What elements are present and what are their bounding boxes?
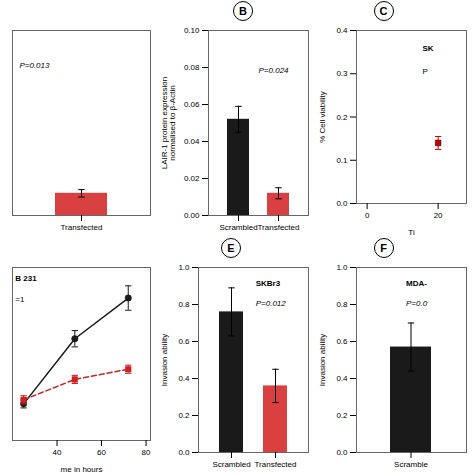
svg-text:80: 80 (142, 448, 151, 457)
svg-text:0.2: 0.2 (336, 113, 348, 122)
svg-text:0.4: 0.4 (178, 374, 190, 383)
svg-text:0.8: 0.8 (178, 300, 190, 309)
svg-text:P: P (423, 67, 428, 76)
svg-text:60: 60 (97, 448, 106, 457)
svg-text:Transfected: Transfected (61, 223, 103, 232)
svg-text:me in hours: me in hours (61, 465, 103, 474)
svg-text:Scrambled: Scrambled (212, 460, 250, 469)
svg-text:0.4: 0.4 (336, 26, 348, 35)
svg-text:0.08: 0.08 (184, 63, 200, 72)
svg-text:0.04: 0.04 (184, 137, 200, 146)
html-text:C: C (379, 5, 388, 17)
svg-text:SK: SK (423, 44, 434, 53)
svg-text:0.02: 0.02 (184, 174, 200, 183)
svg-text:P=0.0: P=0.0 (406, 299, 428, 308)
svg-text:20: 20 (434, 211, 443, 220)
svg-text:0.0: 0.0 (178, 448, 190, 457)
svg-text:0.4: 0.4 (336, 374, 348, 383)
svg-text:P=0.024: P=0.024 (259, 66, 290, 75)
svg-text:0.8: 0.8 (336, 300, 348, 309)
svg-text:0.1: 0.1 (336, 156, 348, 165)
svg-text:SKBr3: SKBr3 (256, 279, 281, 288)
svg-text:MDA-: MDA- (406, 279, 427, 288)
svg-text:0.10: 0.10 (184, 26, 200, 35)
svg-text:P=0.012: P=0.012 (256, 299, 287, 308)
svg-text:0.6: 0.6 (336, 337, 348, 346)
html-text:F: F (380, 242, 387, 254)
html-text:B: B (239, 5, 247, 17)
svg-text:1.0: 1.0 (178, 263, 190, 272)
svg-text:P=0.013: P=0.013 (19, 61, 50, 70)
svg-text:% Cell viability: % Cell viability (318, 91, 327, 143)
svg-text:0: 0 (365, 211, 370, 220)
svg-text:Transfected: Transfected (255, 460, 297, 469)
svg-text:0.6: 0.6 (178, 337, 190, 346)
svg-text:Ti: Ti (408, 228, 415, 237)
svg-text:Scrambled: Scrambled (219, 223, 257, 232)
svg-text:Invasion ability: Invasion ability (318, 334, 327, 386)
svg-text:0.2: 0.2 (336, 411, 348, 420)
svg-text:0.0: 0.0 (336, 199, 348, 208)
html-text:E: E (227, 242, 235, 254)
svg-text:Invasion ability: Invasion ability (160, 334, 169, 386)
svg-text:0.06: 0.06 (184, 100, 200, 109)
svg-text:LAIR-1 protein expressionnorma: LAIR-1 protein expressionnormalised to β… (160, 77, 177, 170)
svg-text:40: 40 (53, 448, 62, 457)
svg-text:Transfected: Transfected (258, 223, 300, 232)
svg-text:1.0: 1.0 (336, 263, 348, 272)
svg-text:B 231: B 231 (15, 274, 37, 283)
svg-text:Scramble: Scramble (394, 460, 428, 469)
svg-text:=1: =1 (15, 295, 25, 304)
svg-text:0.3: 0.3 (336, 69, 348, 78)
svg-text:0.00: 0.00 (184, 211, 200, 220)
svg-text:0.0: 0.0 (336, 448, 348, 457)
svg-text:0.2: 0.2 (178, 411, 190, 420)
